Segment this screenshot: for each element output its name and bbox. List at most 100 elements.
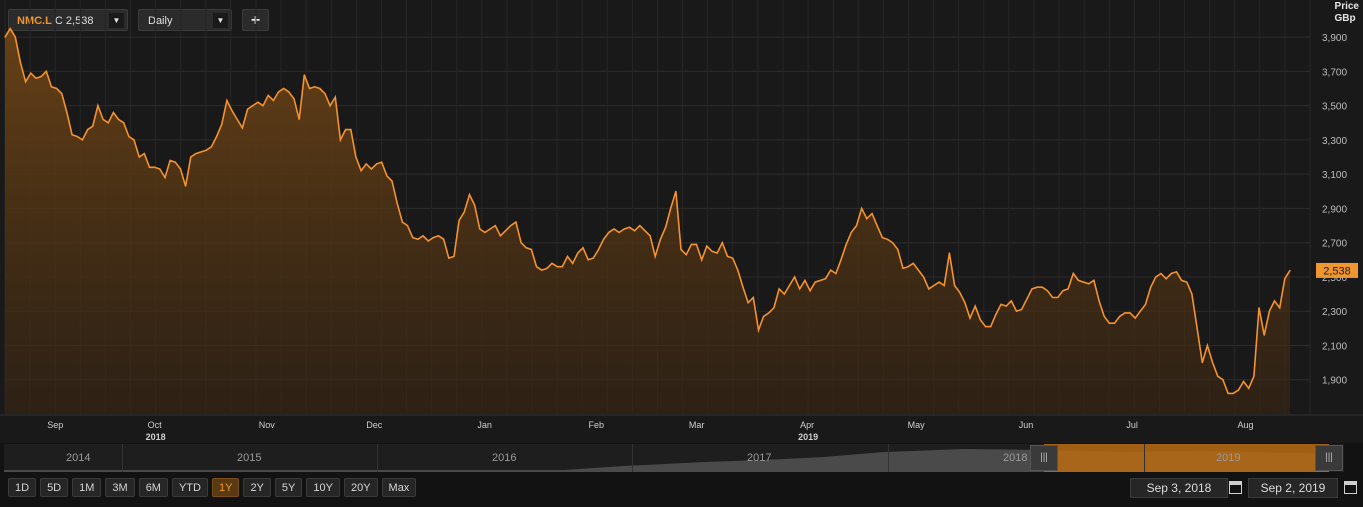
price-point: [948, 252, 951, 254]
price-point: [216, 135, 218, 138]
price-point: [334, 96, 336, 98]
price-point: [1227, 392, 1229, 394]
range-button-5d[interactable]: 5D: [40, 478, 69, 497]
price-point: [14, 36, 16, 38]
navigator-right-handle[interactable]: |||: [1315, 445, 1343, 471]
last-price-box: [1316, 262, 1358, 278]
price-point: [685, 254, 687, 256]
price-point: [288, 91, 290, 93]
range-button-20y[interactable]: 20Y: [343, 478, 378, 497]
frequency-selector[interactable]: Daily ▼: [138, 9, 232, 31]
instrument-selector[interactable]: NMC.L C 2,538 ▼: [8, 9, 128, 31]
price-point: [546, 267, 548, 269]
price-point: [943, 284, 945, 287]
price-point: [128, 135, 130, 138]
nav-year-2017: 2017: [747, 452, 772, 464]
range-button-2y[interactable]: 2Y: [243, 478, 271, 497]
range-button-1m[interactable]: 1M: [72, 478, 102, 497]
range-button-1d[interactable]: 1D: [8, 478, 37, 497]
price-point: [1031, 288, 1033, 290]
price-point: [520, 242, 522, 244]
chevron-down-icon[interactable]: ▼: [213, 13, 228, 28]
price-point: [360, 170, 362, 172]
price-point: [102, 118, 104, 120]
range-button-3m[interactable]: 3M: [105, 478, 135, 497]
range-button-max[interactable]: Max: [381, 478, 417, 497]
y-tick-label: 3,900: [1322, 33, 1347, 44]
price-point: [597, 248, 600, 251]
x-tick-label: Apr: [800, 420, 814, 430]
price-point: [923, 276, 925, 278]
x-tick-label: Jan: [477, 420, 492, 430]
price-point: [587, 259, 589, 261]
price-point: [613, 228, 615, 230]
price-point: [747, 302, 749, 304]
date-to-field[interactable]: Sep 2, 2019: [1248, 478, 1338, 498]
y-tick-label: 2,100: [1322, 341, 1347, 352]
price-point: [35, 77, 37, 79]
price-point: [701, 259, 703, 261]
navigator-left-handle[interactable]: |||: [1030, 445, 1058, 471]
price-point: [1036, 286, 1038, 288]
price-chart[interactable]: 1,900 2,100 2,300 2,500 2,700 2,900 3,100 3,300…: [0, 0, 1363, 443]
last-price-label: 2,538: [1323, 265, 1351, 277]
price-point: [458, 219, 460, 221]
date-from-field[interactable]: Sep 3, 2018: [1130, 478, 1228, 498]
range-button-6m[interactable]: 6M: [138, 478, 168, 497]
price-points: [4, 28, 1291, 394]
price-point: [427, 240, 429, 242]
price-point: [1170, 272, 1172, 275]
price-point: [406, 225, 409, 227]
chevron-down-icon[interactable]: ▼: [109, 13, 124, 28]
price-point: [247, 108, 249, 110]
range-button-1y[interactable]: 1Y: [211, 478, 240, 497]
price-point: [566, 255, 569, 257]
price-point: [608, 231, 610, 233]
navigator-selection[interactable]: [1044, 444, 1329, 472]
price-point: [933, 284, 935, 287]
x-tick-label: Jun: [1019, 420, 1034, 430]
price-point: [639, 225, 641, 227]
x-tick-label: Feb: [589, 420, 605, 430]
y-tick-label: 3,300: [1322, 136, 1347, 147]
ric-code: NMC.L: [17, 15, 52, 27]
price-point: [788, 284, 791, 287]
price-point: [154, 166, 156, 168]
price-point: [1088, 283, 1090, 285]
price-point: [773, 307, 775, 309]
price-point: [1119, 315, 1121, 317]
price-point: [990, 326, 992, 328]
price-point: [293, 98, 295, 100]
price-point: [1263, 334, 1265, 336]
price-point: [87, 129, 89, 131]
price-point: [345, 129, 347, 131]
calendar-icon[interactable]: [1344, 481, 1357, 494]
price-point: [205, 149, 207, 151]
price-point: [1268, 310, 1270, 312]
year-divider: [632, 444, 633, 472]
time-navigator[interactable]: 2014 2015 2016 2017 2018 2019 ||| |||: [4, 444, 1344, 472]
price-point: [1155, 276, 1157, 278]
range-button-ytd[interactable]: YTD: [171, 478, 208, 497]
price-area: [5, 28, 1290, 414]
price-point: [283, 87, 285, 90]
price-point: [675, 190, 677, 192]
y-tick-label: 2,500: [1322, 273, 1347, 284]
x-year-label: 2019: [798, 432, 818, 442]
price-point: [1046, 290, 1048, 292]
price-point: [123, 122, 125, 124]
range-button-10y[interactable]: 10Y: [306, 478, 340, 497]
price-point: [391, 180, 393, 182]
price-point: [742, 286, 744, 288]
price-point: [1175, 271, 1178, 273]
price-point: [308, 87, 311, 90]
year-divider: [122, 444, 123, 472]
price-point: [556, 266, 558, 268]
y-tick-label: 3,100: [1322, 170, 1347, 181]
calendar-icon[interactable]: [1229, 481, 1242, 494]
price-point: [979, 319, 982, 321]
price-point: [603, 238, 605, 240]
price-point: [561, 266, 563, 268]
range-button-5y[interactable]: 5Y: [274, 478, 303, 497]
price-point: [267, 94, 269, 96]
